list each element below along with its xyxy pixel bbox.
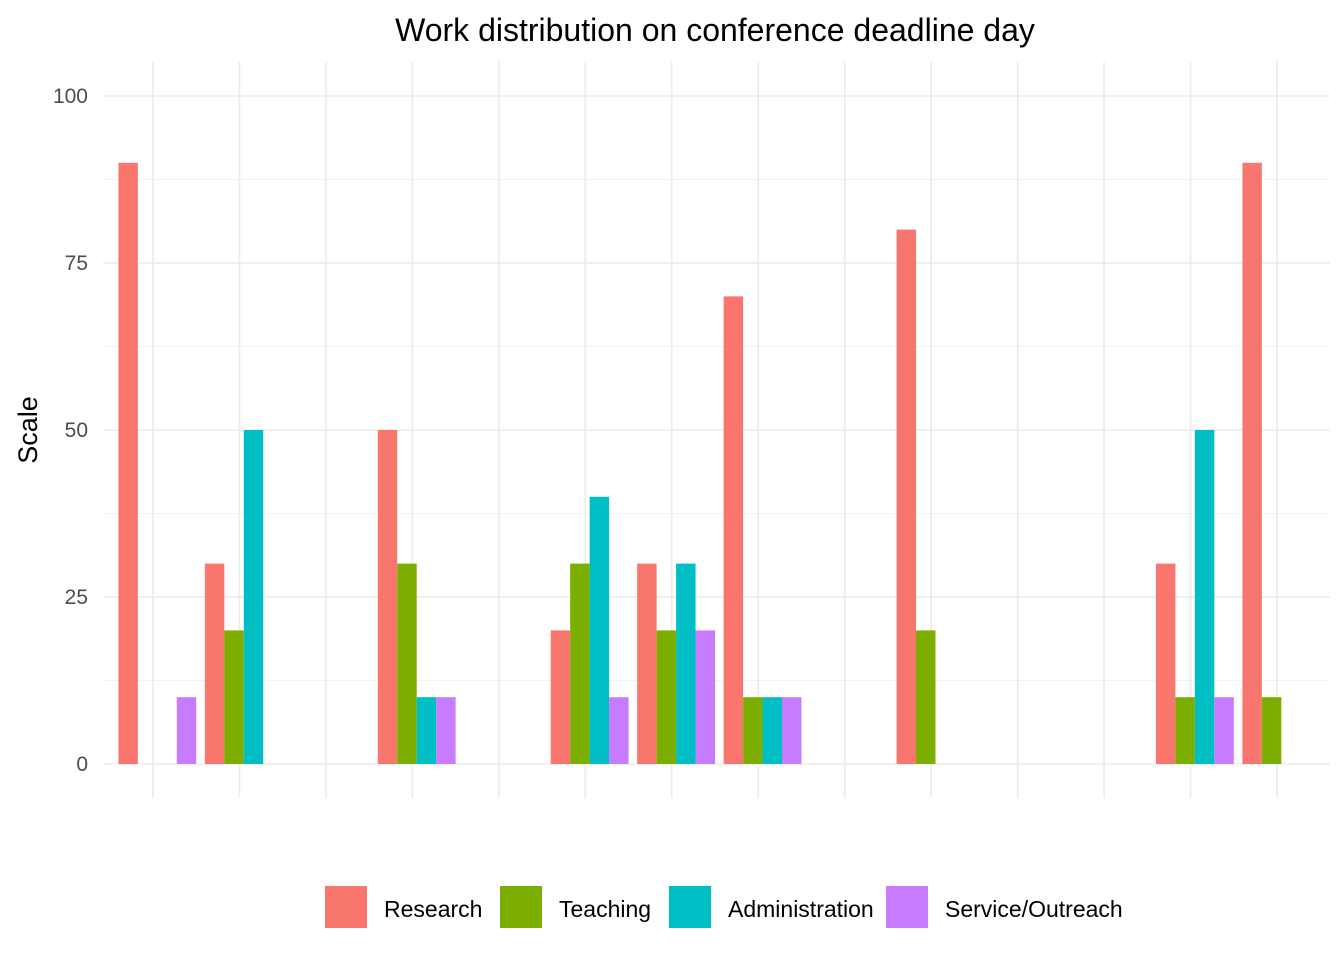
bar — [916, 630, 936, 764]
bar — [695, 630, 715, 764]
legend-key — [500, 886, 542, 928]
legend: Research Teaching Administration Service/Ou… — [325, 886, 1123, 928]
bar — [1214, 697, 1234, 764]
bar — [224, 630, 244, 764]
legend-label: Service/Outreach — [945, 896, 1123, 922]
chart-title: Work distribution on conference deadline… — [395, 12, 1035, 48]
bar — [609, 697, 629, 764]
bar — [723, 296, 744, 764]
bar — [118, 162, 138, 765]
bar — [782, 697, 802, 764]
legend-label: Administration — [728, 896, 874, 922]
bar — [1261, 697, 1282, 764]
legend-label: Research — [384, 896, 482, 922]
bar — [550, 630, 571, 764]
bar — [570, 563, 590, 764]
bar — [416, 697, 437, 764]
bars — [118, 162, 1282, 765]
bar — [1155, 563, 1176, 764]
legend-label: Teaching — [559, 896, 651, 922]
y-tick-label: 100 — [53, 85, 88, 108]
bar — [637, 563, 657, 764]
legend-key — [325, 886, 367, 928]
bar — [243, 430, 264, 764]
bar — [377, 430, 398, 764]
bar — [762, 697, 783, 764]
bar — [676, 563, 696, 764]
grid — [103, 62, 1330, 798]
bar — [436, 697, 456, 764]
y-tick-label: 75 — [65, 252, 88, 275]
y-tick-label: 25 — [65, 586, 88, 609]
bar — [204, 563, 225, 764]
bar — [589, 496, 610, 764]
y-tick-label: 50 — [65, 419, 88, 442]
bar — [1175, 697, 1195, 764]
legend-key — [669, 886, 711, 928]
bar — [1242, 162, 1262, 765]
bar — [743, 697, 763, 764]
legend-key — [886, 886, 928, 928]
bar — [896, 229, 917, 765]
y-axis-ticks: 0 25 50 75 100 — [53, 85, 88, 776]
bar — [397, 563, 417, 764]
y-tick-label: 0 — [76, 753, 88, 776]
bar — [1194, 430, 1215, 764]
bar — [656, 630, 677, 764]
bar — [176, 697, 197, 764]
y-axis-label: Scale — [13, 396, 43, 464]
